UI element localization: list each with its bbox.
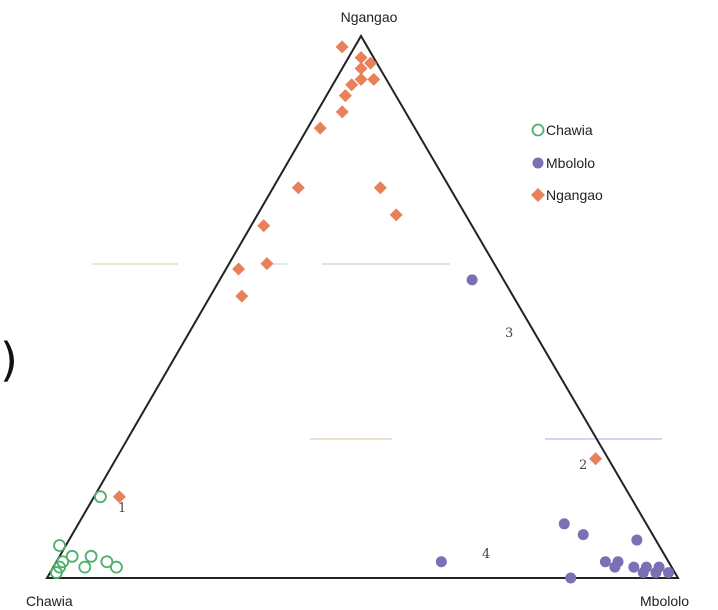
point-mbololo-13 — [565, 572, 577, 584]
point-mbololo-6 — [628, 561, 640, 573]
scan-artifacts — [92, 263, 662, 440]
point-chawia-2 — [65, 549, 79, 563]
point-mbololo-10 — [631, 534, 643, 546]
point-mbololo-14 — [435, 556, 447, 568]
point-ngangao-12 — [291, 181, 305, 195]
point-mbololo-12 — [558, 518, 570, 530]
point-ngangao-6 — [367, 72, 381, 86]
point-ngangao-19 — [589, 452, 603, 466]
point-mbololo-15 — [466, 274, 478, 286]
legend-marker-mbololo — [532, 157, 544, 169]
point-ngangao-17 — [235, 289, 249, 303]
point-chawia-1 — [78, 560, 92, 574]
point-chawia-3 — [53, 539, 66, 552]
point-chawia-6 — [100, 555, 114, 569]
vertex-label-top: Ngangao — [341, 9, 398, 25]
annotation-2: 2 — [579, 458, 587, 473]
ternary-triangle — [45, 34, 680, 579]
point-chawia-10 — [94, 490, 107, 504]
point-mbololo-3 — [650, 567, 662, 579]
point-ngangao-2 — [354, 51, 368, 65]
legend-marker-chawia — [531, 123, 545, 137]
point-ngangao-5 — [354, 72, 368, 86]
point-chawia-9 — [109, 560, 123, 574]
legend: Chawia Mbololo Ngangao — [531, 122, 603, 203]
point-ngangao-3 — [364, 56, 378, 70]
point-mbololo-1 — [663, 567, 675, 579]
data-points — [50, 40, 675, 584]
point-mbololo-5 — [637, 567, 649, 579]
point-chawia-8 — [56, 555, 70, 569]
point-ngangao-8 — [335, 105, 349, 119]
annotation-1: 1 — [118, 501, 126, 516]
vertex-label-left: Chawia — [26, 593, 73, 609]
point-ngangao-14 — [389, 208, 403, 222]
annotation-3: 3 — [505, 326, 513, 341]
point-ngangao-1 — [335, 40, 349, 54]
point-ngangao-13 — [257, 219, 271, 233]
point-ngangao-9 — [338, 89, 352, 103]
left-bracket: ) — [0, 333, 18, 387]
point-mbololo-11 — [577, 529, 589, 541]
point-mbololo-8 — [609, 561, 621, 573]
point-ngangao-18 — [112, 490, 126, 504]
point-chawia-5 — [84, 549, 98, 563]
point-ngangao-4 — [354, 62, 368, 76]
point-chawia-7 — [50, 566, 63, 579]
point-ngangao-7 — [345, 78, 359, 92]
legend-label-mbololo: Mbololo — [546, 155, 595, 171]
point-mbololo-9 — [599, 556, 611, 568]
vertex-label-right: Mbololo — [640, 593, 689, 609]
point-ngangao-10 — [313, 121, 327, 135]
point-ngangao-11 — [373, 181, 387, 195]
point-ngangao-16 — [232, 262, 246, 276]
legend-marker-ngangao — [531, 188, 545, 202]
legend-label-ngangao: Ngangao — [546, 187, 603, 203]
annotation-4: 4 — [482, 547, 490, 562]
legend-label-chawia: Chawia — [546, 122, 593, 138]
point-ngangao-15 — [260, 257, 274, 271]
